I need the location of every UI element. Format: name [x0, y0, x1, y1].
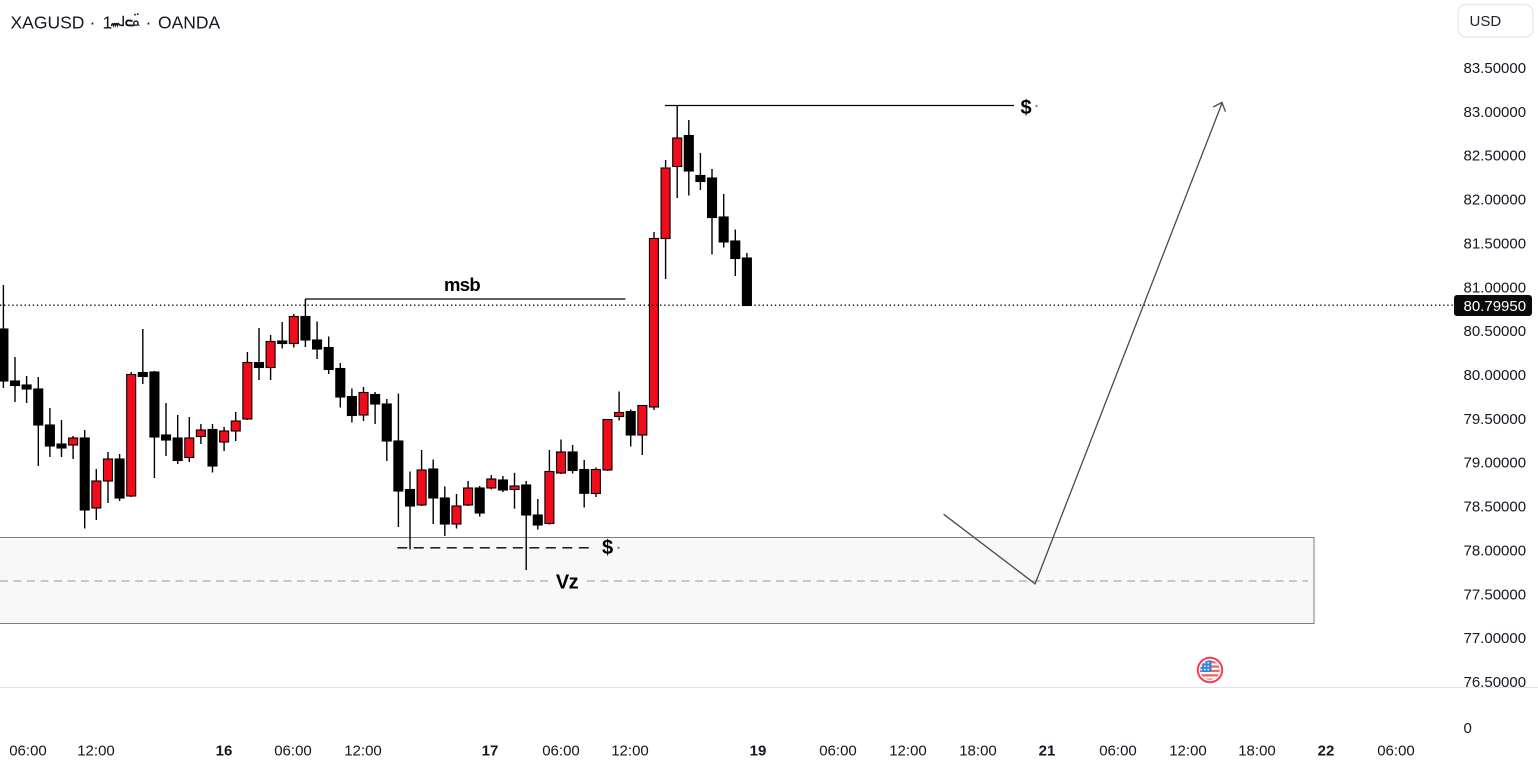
svg-text:$: $: [602, 537, 613, 559]
svg-text:0: 0: [1464, 720, 1472, 737]
svg-text:XAGUSD: XAGUSD: [11, 13, 85, 33]
svg-text:78.00000: 78.00000: [1464, 542, 1527, 559]
svg-text:77.00000: 77.00000: [1464, 630, 1527, 647]
svg-text:12:00: 12:00: [889, 743, 927, 760]
svg-text:06:00: 06:00: [1377, 743, 1415, 760]
svg-text:82.00000: 82.00000: [1464, 192, 1527, 209]
svg-text:$: $: [1021, 97, 1032, 119]
svg-text:83.00000: 83.00000: [1464, 104, 1527, 121]
svg-text:77.50000: 77.50000: [1464, 586, 1527, 603]
svg-text:18:00: 18:00: [959, 743, 997, 760]
svg-text:msb: msb: [444, 274, 480, 295]
svg-text:USD: USD: [1470, 13, 1502, 30]
svg-text:12:00: 12:00: [611, 743, 649, 760]
svg-text:78.50000: 78.50000: [1464, 499, 1527, 516]
svg-text:1: 1: [103, 13, 113, 33]
svg-text:79.50000: 79.50000: [1464, 411, 1527, 428]
svg-text:19: 19: [750, 743, 767, 760]
svg-text:12:00: 12:00: [1169, 743, 1207, 760]
svg-text:17: 17: [482, 743, 499, 760]
svg-text:OANDA: OANDA: [158, 13, 221, 33]
svg-text:83.50000: 83.50000: [1464, 60, 1527, 77]
svg-text:06:00: 06:00: [9, 743, 47, 760]
svg-text:80.00000: 80.00000: [1464, 367, 1527, 384]
svg-text:79.00000: 79.00000: [1464, 455, 1527, 472]
svg-text:81.50000: 81.50000: [1464, 235, 1527, 252]
svg-text:12:00: 12:00: [77, 743, 115, 760]
svg-text:06:00: 06:00: [1099, 743, 1137, 760]
svg-text:22: 22: [1318, 743, 1335, 760]
svg-text:80.79950: 80.79950: [1464, 298, 1527, 315]
svg-text:76.50000: 76.50000: [1464, 674, 1527, 691]
svg-text:·: ·: [90, 13, 96, 33]
svg-text:16: 16: [216, 743, 233, 760]
svg-text:06:00: 06:00: [542, 743, 580, 760]
svg-text:Vz: Vz: [556, 572, 579, 594]
svg-text:06:00: 06:00: [274, 743, 312, 760]
svg-text:81.00000: 81.00000: [1464, 279, 1527, 296]
svg-text:12:00: 12:00: [344, 743, 382, 760]
svg-text:18:00: 18:00: [1238, 743, 1276, 760]
svg-text:06:00: 06:00: [819, 743, 857, 760]
svg-text:21: 21: [1039, 743, 1056, 760]
svg-text:80.50000: 80.50000: [1464, 323, 1527, 340]
svg-text:82.50000: 82.50000: [1464, 148, 1527, 165]
svg-text:·: ·: [146, 13, 152, 33]
